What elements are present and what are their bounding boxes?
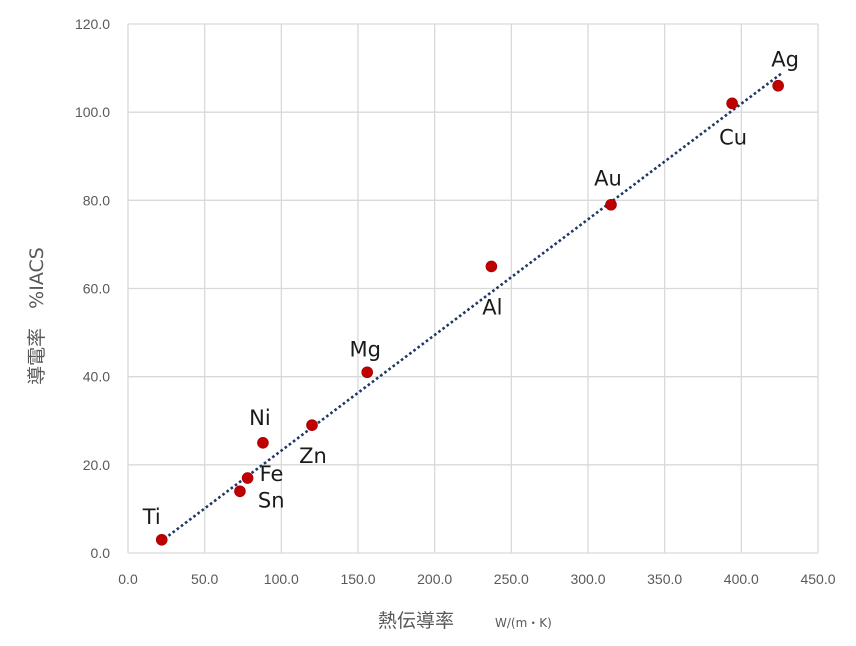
data-point-zn [306, 419, 318, 431]
x-tick-label: 300.0 [570, 571, 605, 587]
point-label-ni: Ni [249, 406, 271, 430]
x-axis-unit: W/(m・K) [495, 616, 552, 630]
point-label-fe: Fe [260, 462, 284, 486]
grid-lines [127, 23, 819, 554]
x-tick-label: 0.0 [118, 571, 138, 587]
data-point-ag [772, 79, 784, 92]
y-tick-label: 80.0 [83, 192, 110, 208]
y-axis-tick-labels: 0.0 20.0 40.0 60.0 80.0 100.0 120.0 [75, 16, 110, 561]
x-tick-label: 450.0 [800, 571, 835, 587]
y-tick-label: 0.0 [91, 545, 111, 561]
point-label-cu: Cu [719, 125, 747, 149]
point-label-ti: Ti [142, 505, 161, 529]
data-point-au [605, 198, 617, 211]
data-point-sn [234, 485, 246, 498]
x-tick-label: 100.0 [264, 571, 299, 587]
x-tick-label: 250.0 [494, 571, 529, 587]
data-points [155, 79, 784, 546]
x-tick-label: 50.0 [191, 571, 218, 587]
trendline-group [159, 71, 784, 544]
y-axis-title: 導電率 %IACS [26, 247, 48, 385]
point-label-mg: Mg [349, 337, 380, 361]
x-tick-label: 200.0 [417, 571, 452, 587]
x-tick-label: 350.0 [647, 571, 682, 587]
x-axis-tick-labels: 0.0 50.0 100.0 150.0 200.0 250.0 300.0 350.0 400… [118, 571, 835, 587]
data-point-ni [257, 436, 269, 449]
point-label-al: Al [482, 295, 502, 319]
x-tick-label: 400.0 [724, 571, 759, 587]
data-point-fe [241, 472, 254, 484]
y-tick-label: 120.0 [75, 16, 110, 32]
y-tick-label: 100.0 [75, 104, 110, 120]
data-point-cu [726, 97, 738, 110]
x-tick-label: 150.0 [340, 571, 375, 587]
y-tick-label: 60.0 [83, 281, 110, 297]
x-axis-title: 熱伝導率 [378, 610, 454, 632]
data-point-al [485, 260, 498, 273]
data-point-mg [361, 366, 374, 379]
data-point-ti [155, 533, 168, 546]
point-label-sn: Sn [258, 488, 285, 512]
point-label-au: Au [594, 167, 622, 191]
point-label-zn: Zn [299, 444, 327, 468]
y-tick-label: 20.0 [83, 457, 110, 473]
point-label-ag: Ag [771, 48, 799, 72]
y-tick-label: 40.0 [83, 369, 110, 385]
trendline [159, 71, 784, 544]
